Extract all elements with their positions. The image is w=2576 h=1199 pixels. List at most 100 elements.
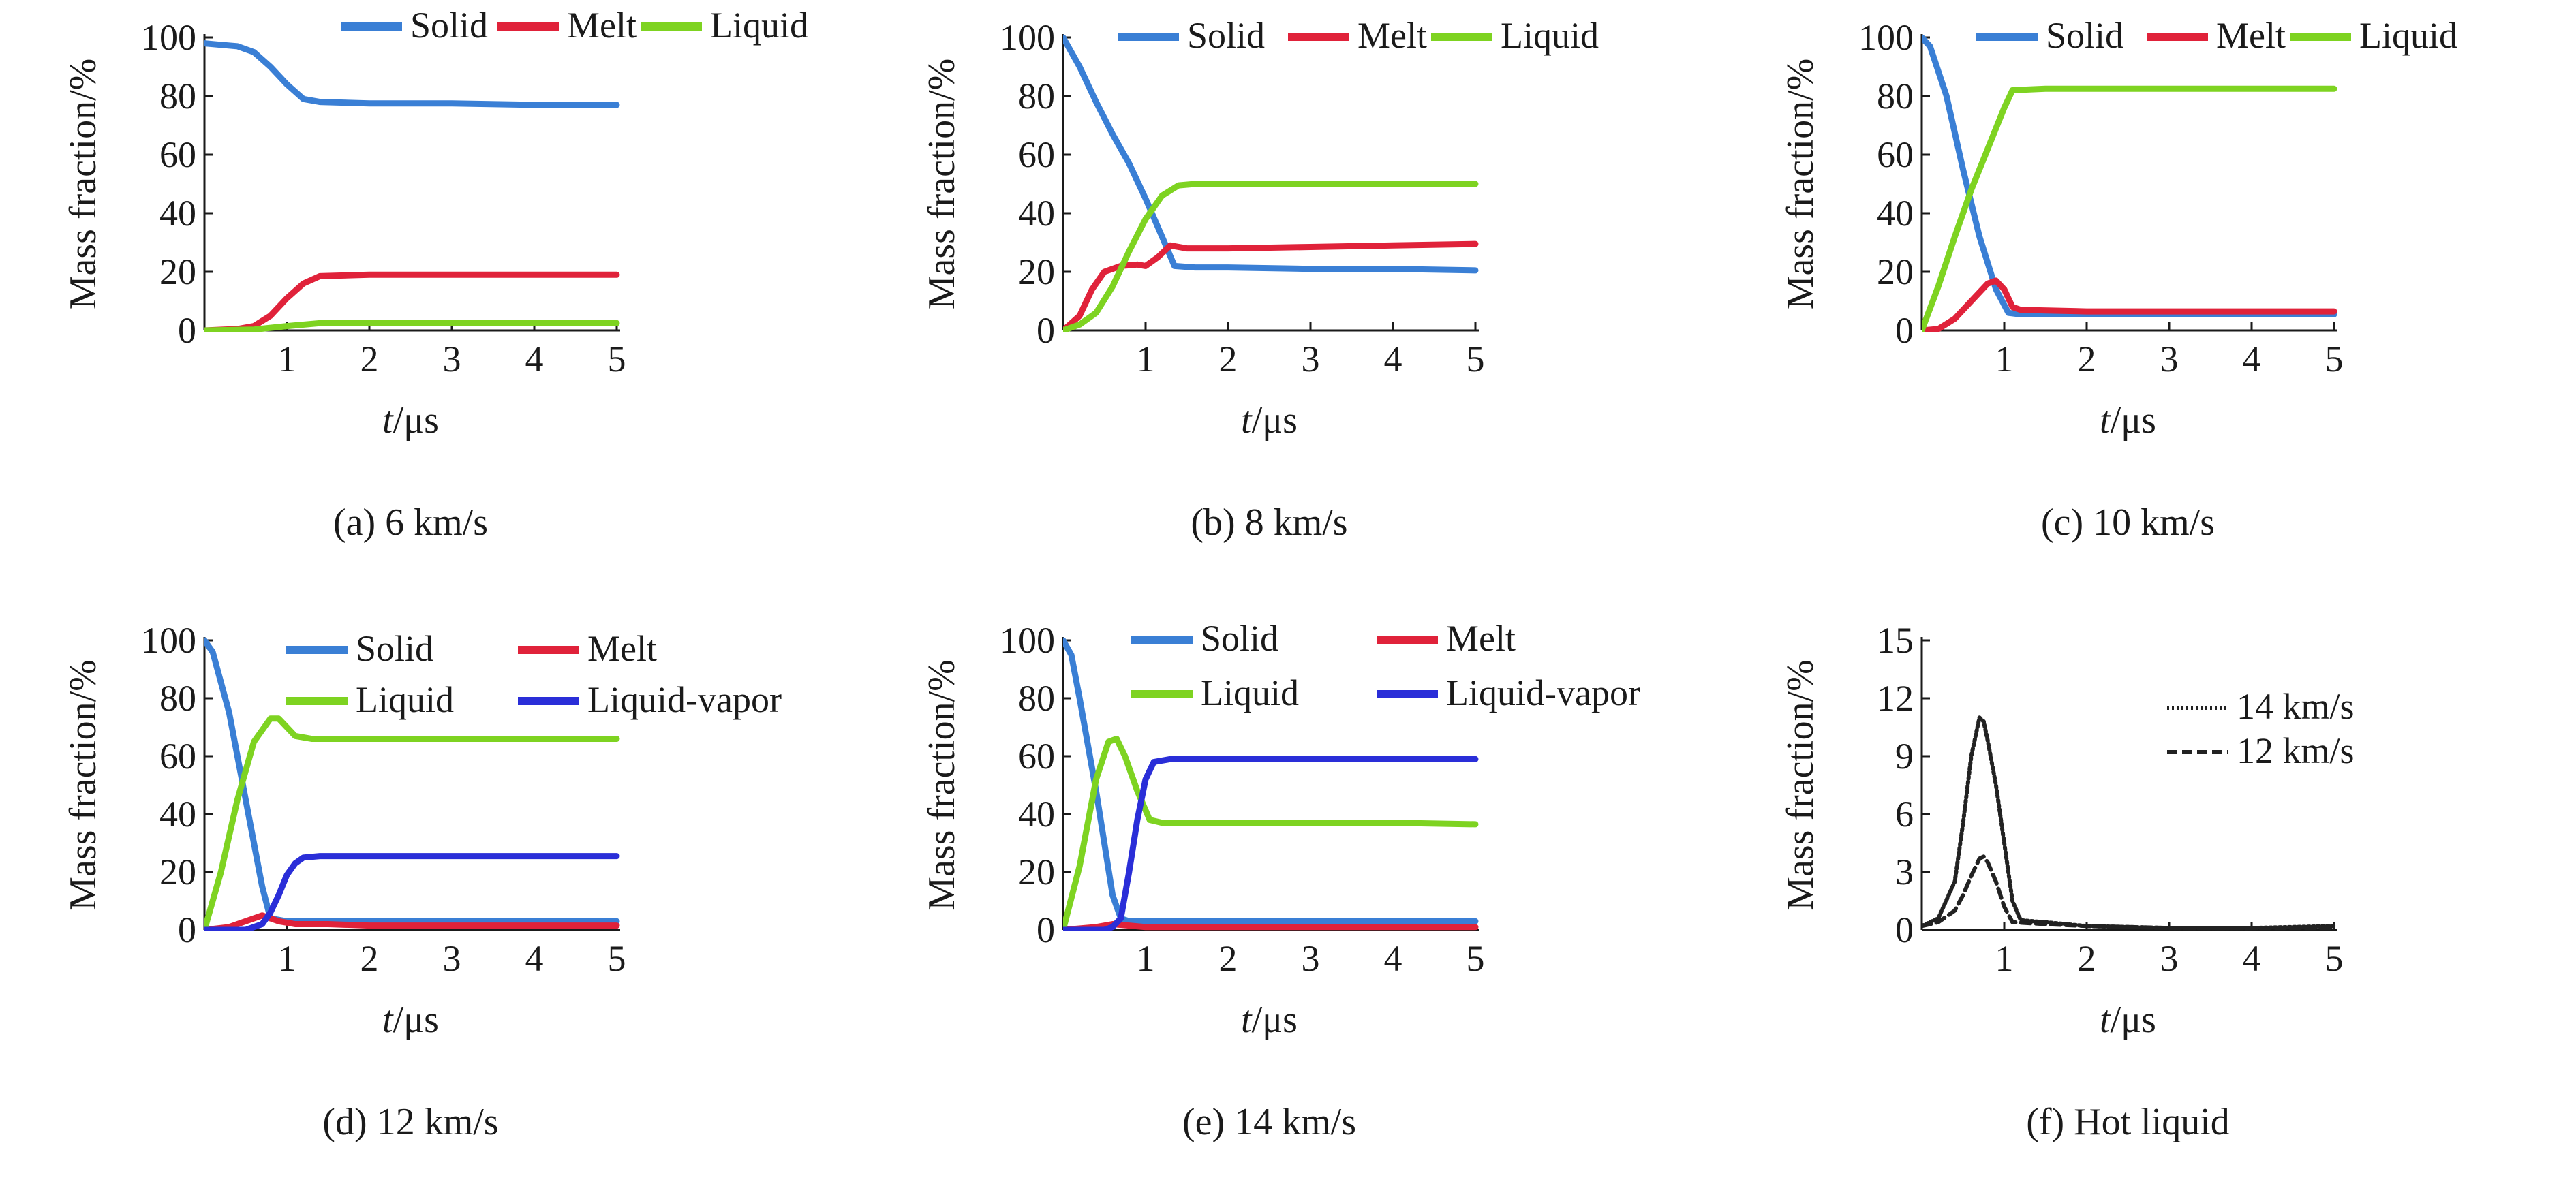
legend-label-b-1: Melt: [1358, 15, 1427, 56]
y-axis-label-d: Mass fraction/%: [62, 659, 104, 911]
y-tick-label-d: 40: [159, 794, 196, 835]
legend-label-f-1: 12 km/s: [2237, 730, 2355, 771]
legend-label-b-2: Liquid: [1501, 15, 1599, 56]
series-line-d-liquid-vapor: [204, 853, 620, 931]
x-tick-label-c: 5: [2325, 339, 2344, 379]
legend-label-f-0: 14 km/s: [2237, 686, 2355, 727]
y-tick-label-b: 0: [1037, 310, 1055, 351]
x-tick-label-e: 1: [1137, 938, 1155, 979]
y-tick-label-c: 60: [1877, 134, 1914, 175]
legend-label-d-3: Liquid-vapor: [587, 679, 782, 720]
x-tick-label-c: 3: [2160, 339, 2179, 379]
x-axis-label-b: t/μs: [1241, 399, 1298, 441]
series-line-c-liquid: [1922, 85, 2337, 332]
series-line-c-solid: [1922, 34, 2337, 317]
y-tick-label-f: 15: [1877, 620, 1914, 661]
x-tick-label-c: 4: [2243, 339, 2261, 379]
y-tick-label-c: 100: [1858, 17, 1914, 58]
y-tick-label-c: 0: [1895, 310, 1914, 351]
series-line-e-melt: [1063, 921, 1479, 931]
series-line-a-liquid: [204, 320, 620, 332]
y-tick-label-a: 20: [159, 251, 196, 292]
x-tick-label-c: 2: [2078, 339, 2096, 379]
series-line-b-solid: [1063, 34, 1479, 274]
series-line-e-liquid-vapor: [1063, 756, 1479, 931]
legend-label-d-0: Solid: [356, 628, 433, 669]
x-tick-label-b: 5: [1467, 339, 1485, 379]
y-axis-label-c: Mass fraction/%: [1779, 59, 1822, 310]
y-axis-label-a: Mass fraction/%: [62, 59, 104, 310]
x-tick-label-b: 4: [1384, 339, 1402, 379]
x-tick-label-b: 1: [1137, 339, 1155, 379]
series-line-c-melt: [1922, 277, 2337, 332]
caption-f: (f) Hot liquid: [2026, 1101, 2230, 1143]
y-tick-label-d: 60: [159, 736, 196, 777]
x-tick-label-d: 5: [608, 938, 626, 979]
x-tick-label-e: 2: [1219, 938, 1238, 979]
legend-label-e-1: Melt: [1446, 618, 1516, 659]
series-line-b-melt: [1063, 240, 1479, 332]
y-tick-label-b: 60: [1018, 134, 1055, 175]
chart-c: 0 20 40 60 80 100 1 2 3 4 5 t/μs Mass fraction/% (c) …: [1779, 15, 2457, 544]
y-axis-label-b: Mass fraction/%: [921, 59, 963, 310]
y-tick-label-e: 100: [1000, 620, 1055, 661]
x-tick-label-f: 1: [1995, 938, 2014, 979]
y-tick-label-b: 40: [1018, 193, 1055, 234]
y-tick-label-f: 3: [1895, 852, 1914, 892]
chart-e: 0 20 40 60 80 100 1 2 3 4 5 t/μs Mass fraction/% (e) …: [921, 618, 1640, 1143]
x-tick-label-e: 5: [1467, 938, 1485, 979]
x-axis-label-d: t/μs: [382, 999, 439, 1041]
x-tick-label-e: 4: [1384, 938, 1402, 979]
chart-d: 0 20 40 60 80 100 1 2 3 4 5 t/μs Mass fraction/% (d) …: [62, 620, 782, 1143]
panel-a: 0 20 40 60 80 100 1 2 3 4 5 t/μs Mass fraction/% (a) …: [0, 0, 859, 600]
y-tick-label-e: 0: [1037, 909, 1055, 950]
x-tick-label-c: 1: [1995, 339, 2014, 379]
series-line-e-liquid: [1063, 736, 1479, 931]
x-axis-label-a: t/μs: [382, 399, 439, 441]
x-tick-label-f: 3: [2160, 938, 2179, 979]
legend-label-a-2: Liquid: [710, 5, 808, 46]
caption-a: (a) 6 km/s: [333, 501, 488, 544]
x-tick-label-a: 5: [608, 339, 626, 379]
x-tick-label-f: 5: [2325, 938, 2344, 979]
x-tick-label-d: 3: [443, 938, 461, 979]
legend-label-e-0: Solid: [1201, 618, 1278, 659]
y-tick-label-b: 20: [1018, 251, 1055, 292]
legend-label-c-2: Liquid: [2359, 15, 2457, 56]
x-axis-label-f: t/μs: [2100, 999, 2156, 1041]
series-line-d-liquid: [204, 715, 620, 931]
x-tick-label-d: 1: [278, 938, 296, 979]
x-tick-label-a: 2: [361, 339, 379, 379]
series-line-f-12-km-s: [1922, 854, 2336, 931]
caption-d: (d) 12 km/s: [322, 1101, 498, 1143]
x-tick-label-e: 3: [1302, 938, 1320, 979]
legend-label-a-0: Solid: [410, 5, 488, 46]
y-tick-label-b: 80: [1018, 76, 1055, 116]
panel-b: 0 20 40 60 80 100 1 2 3 4 5 t/μs Mass fraction/% (b) …: [859, 0, 1717, 600]
y-tick-label-b: 100: [1000, 17, 1055, 58]
y-tick-label-d: 0: [178, 909, 196, 950]
series-line-a-solid: [204, 40, 620, 108]
x-tick-label-a: 4: [525, 339, 544, 379]
y-tick-label-a: 80: [159, 76, 196, 116]
y-tick-label-a: 0: [178, 310, 196, 351]
x-tick-label-f: 4: [2243, 938, 2261, 979]
legend-label-c-0: Solid: [2046, 15, 2123, 56]
x-tick-label-d: 4: [525, 938, 544, 979]
legend-label-a-1: Melt: [567, 5, 637, 46]
panel-e: 0 20 40 60 80 100 1 2 3 4 5 t/μs Mass fraction/% (e) …: [859, 600, 1717, 1199]
y-axis-label-e: Mass fraction/%: [921, 659, 963, 911]
legend-label-e-3: Liquid-vapor: [1446, 672, 1640, 713]
y-tick-label-f: 12: [1877, 678, 1914, 719]
x-axis-label-c: t/μs: [2100, 399, 2156, 441]
y-tick-label-e: 80: [1018, 678, 1055, 719]
y-tick-label-d: 20: [159, 852, 196, 892]
x-tick-label-a: 3: [443, 339, 461, 379]
panel-d: 0 20 40 60 80 100 1 2 3 4 5 t/μs Mass fraction/% (d) …: [0, 600, 859, 1199]
x-tick-label-b: 2: [1219, 339, 1238, 379]
series-line-b-liquid: [1063, 181, 1479, 332]
panel-f: 0 3 6 9 12 15 1 2 3 4 5 t/μs Mass fraction/% (f) Hot …: [1717, 600, 2576, 1199]
y-tick-label-e: 60: [1018, 736, 1055, 777]
